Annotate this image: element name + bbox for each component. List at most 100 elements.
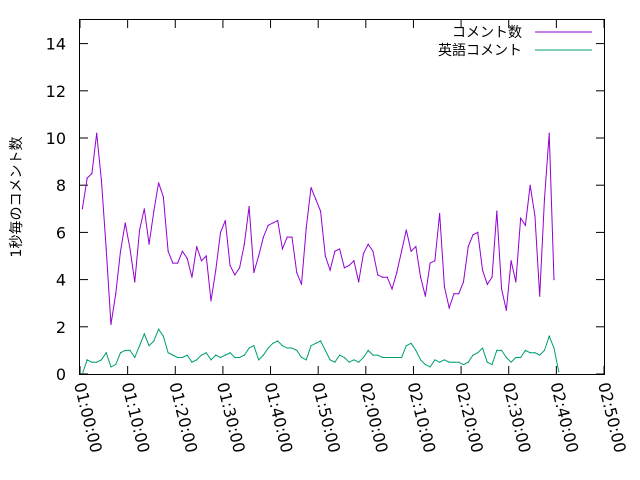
data-point [353,359,355,361]
data-point [391,356,393,359]
data-point [372,354,374,356]
data-point [434,359,436,361]
data-point [515,281,517,283]
data-point [100,179,103,182]
data-point [420,359,422,361]
data-point [524,224,527,226]
y-tick-label: 0 [56,365,66,384]
x-tick-label: 02:00:00 [356,380,392,454]
data-point [362,253,365,255]
data-point [367,243,369,245]
data-point [467,361,469,363]
data-point [505,356,507,359]
data-point [129,349,131,351]
data-point [124,349,126,351]
data-point [253,345,255,347]
data-point [143,333,145,335]
data-point [458,361,460,363]
data-point [429,262,431,264]
data-point [277,220,279,222]
data-point [520,356,522,359]
data-point [424,363,426,366]
data-point [348,264,350,267]
data-point [167,250,169,252]
data-point [500,349,503,351]
x-tick-label: 02:20:00 [451,380,487,454]
data-point [115,293,117,295]
data-point [453,361,455,363]
x-tick-label: 01:10:00 [118,380,154,454]
y-tick-label: 8 [56,176,66,195]
data-point [248,347,250,349]
data-point [534,352,536,354]
data-point [515,356,517,359]
data-point [229,264,231,267]
data-point [262,354,264,356]
data-point [86,359,88,361]
data-point [443,286,446,288]
x-tick-label: 02:50:00 [594,380,630,454]
data-point [296,271,298,274]
data-point [491,363,493,366]
data-point [158,182,160,184]
data-point [505,309,507,311]
x-tick-label: 02:40:00 [546,380,582,454]
data-point [86,177,88,179]
data-point [358,281,360,283]
data-point [96,132,98,134]
data-point [543,349,546,351]
data-point [238,267,241,269]
data-point [481,347,484,349]
data-point [496,210,498,212]
data-point [386,356,388,359]
data-point [129,248,131,250]
data-point [462,363,465,366]
data-point [238,356,241,359]
data-point [467,245,469,248]
data-point [272,222,274,224]
x-tick-label: 01:00:00 [70,380,106,454]
data-point [96,361,98,363]
data-point [400,356,403,359]
data-point [305,227,307,229]
y-tick-label: 6 [56,223,66,242]
data-point [153,340,155,342]
legend-label: コメント数 [452,25,522,41]
data-point [291,347,293,349]
data-point [434,260,436,262]
data-point [229,352,231,354]
data-point [424,295,426,297]
data-point [196,359,198,361]
data-point [491,276,493,278]
data-point [224,220,226,222]
data-point [481,269,484,271]
data-point [420,276,422,278]
data-point [143,208,145,210]
data-point [343,267,345,269]
data-point [281,248,284,250]
data-point [529,184,531,186]
data-point [343,356,345,359]
data-point [410,342,412,344]
data-point [353,260,355,262]
y-tick-label: 2 [56,318,66,337]
data-point [296,349,298,351]
data-point [205,352,207,354]
data-point [496,349,498,351]
data-point [439,212,441,215]
data-point [339,248,341,250]
data-point [348,361,350,363]
data-point [138,229,141,231]
data-point [548,132,550,134]
y-tick-label: 4 [56,271,66,290]
data-point [439,361,441,363]
data-point [453,293,455,295]
data-point [529,352,531,354]
data-point [334,250,336,252]
data-point [358,361,360,363]
data-point [243,354,245,356]
data-point [329,269,331,271]
data-point [548,335,550,337]
data-point [543,198,546,200]
